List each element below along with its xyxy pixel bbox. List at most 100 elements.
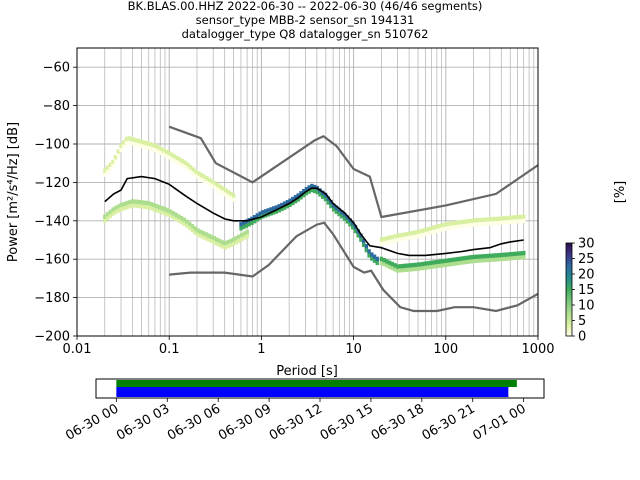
- histogram-cell: [467, 259, 471, 264]
- histogram-cell: [231, 237, 236, 243]
- histogram-cell: [148, 146, 153, 151]
- noise-models: [168, 125, 539, 313]
- histogram-cell: [367, 253, 371, 258]
- histogram-cell: [168, 213, 173, 218]
- histogram-cell: [205, 176, 209, 182]
- histogram-cell: [404, 263, 408, 269]
- histogram-cell: [379, 241, 384, 246]
- histogram-cell: [182, 217, 186, 223]
- histogram-cell: [401, 236, 406, 241]
- histogram-cell: [489, 217, 493, 223]
- x-tick-label: 1: [257, 342, 265, 357]
- histogram-cell: [429, 226, 433, 232]
- histogram-cell: [122, 201, 126, 207]
- histogram-cell: [237, 234, 241, 240]
- histogram-cell: [127, 204, 132, 209]
- histogram-cell: [119, 148, 123, 153]
- histogram-cell: [522, 255, 526, 260]
- histogram-cell: [505, 215, 510, 221]
- histogram-cell: [296, 193, 300, 199]
- histogram-cell: [431, 229, 436, 234]
- histogram-cell: [372, 258, 377, 263]
- histogram-cell: [103, 218, 107, 223]
- histogram-cell: [310, 183, 314, 189]
- histogram-cell: [218, 238, 222, 244]
- histogram-cell: [135, 138, 139, 144]
- histogram-cell: [146, 205, 151, 210]
- histogram-cell: [116, 149, 120, 155]
- histogram-cell: [103, 168, 107, 174]
- histogram-cell: [202, 178, 206, 183]
- histogram-cell: [353, 229, 358, 234]
- histogram-cell: [453, 261, 458, 266]
- histogram-cell: [412, 230, 417, 236]
- timeline-tick-label: 06-30 12: [267, 401, 325, 443]
- histogram-cell: [258, 211, 262, 217]
- timeline-tick-label: 06-30 18: [369, 401, 427, 443]
- histogram-cell: [489, 257, 493, 262]
- mean-psd: [104, 175, 524, 257]
- histogram-cell: [516, 219, 521, 224]
- histogram-cell: [301, 193, 306, 198]
- histogram-cell: [340, 210, 344, 216]
- histogram-cell: [429, 230, 433, 235]
- histogram-cell: [511, 219, 515, 224]
- histogram-cell: [146, 145, 150, 150]
- histogram-cell: [255, 217, 260, 222]
- histogram-cell: [152, 203, 156, 209]
- histogram-cell: [160, 206, 165, 212]
- histogram-cell: [334, 205, 339, 211]
- histogram-cell: [450, 262, 455, 267]
- histogram-cell: [364, 248, 369, 253]
- histogram-cell: [207, 233, 211, 239]
- histogram-cell: [179, 215, 184, 221]
- histogram-cell: [108, 214, 113, 219]
- histogram-cell: [194, 173, 198, 178]
- histogram-cell: [263, 209, 268, 215]
- histogram-cell: [456, 261, 460, 266]
- histogram-cell: [516, 251, 521, 257]
- histogram-cell: [146, 141, 150, 147]
- histogram-cell: [478, 217, 482, 223]
- histogram-cell: [470, 222, 474, 227]
- histogram-cell: [390, 234, 395, 240]
- histogram-cell: [396, 268, 400, 273]
- histogram-cell: [168, 209, 173, 215]
- histogram-cell: [434, 264, 438, 269]
- histogram-cell: [459, 256, 463, 262]
- histogram-cell: [401, 232, 406, 238]
- histogram-cell: [470, 218, 474, 224]
- histogram-cell: [122, 206, 126, 211]
- histogram-cell: [387, 260, 392, 266]
- histogram-cell: [194, 169, 198, 175]
- histogram-cell: [181, 163, 185, 168]
- histogram-cell: [245, 234, 249, 239]
- histogram-cell: [157, 205, 162, 211]
- histogram-cell: [439, 223, 444, 229]
- plot-frame: [76, 47, 539, 337]
- histogram-cell: [212, 240, 217, 245]
- histogram-cell: [423, 261, 427, 267]
- histogram-cell: [513, 255, 518, 260]
- histogram-cell: [348, 222, 352, 227]
- histogram-cell: [508, 219, 512, 224]
- histogram-cell: [185, 219, 189, 225]
- histogram-cell: [172, 158, 177, 163]
- histogram-cell: [215, 187, 220, 192]
- timeline-tick-label: 06-30 00: [63, 401, 121, 443]
- histogram-cell: [323, 197, 328, 202]
- histogram-cell: [470, 259, 474, 264]
- histogram-cell: [103, 214, 107, 220]
- histogram-cell: [492, 253, 496, 259]
- histogram-cell: [220, 244, 225, 249]
- histogram-cell: [398, 237, 403, 242]
- histogram-cell: [407, 267, 411, 272]
- histogram-cell: [111, 211, 115, 216]
- histogram-cell: [272, 210, 276, 215]
- histogram-cell: [445, 221, 449, 227]
- histogram-cell: [280, 207, 284, 212]
- x-axis-label: Period [s]: [276, 364, 338, 379]
- histogram-cell: [280, 202, 284, 208]
